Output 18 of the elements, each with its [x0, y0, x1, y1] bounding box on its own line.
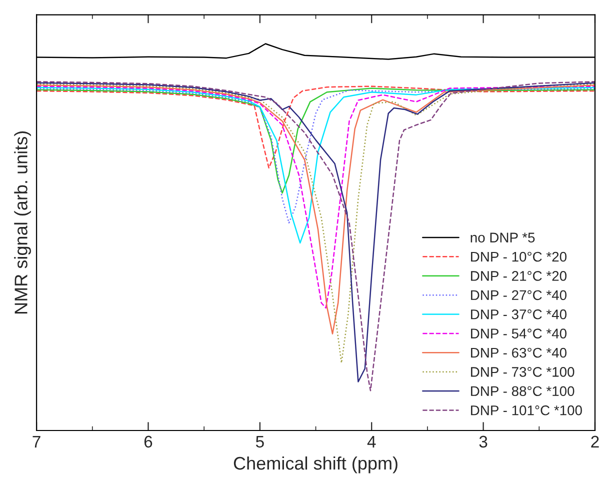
legend-label: DNP - 54°C *40 [471, 328, 567, 338]
legend-label: DNP - 27°C *40 [471, 290, 567, 300]
y-axis-title: NMR signal (arb. units) [14, 131, 31, 314]
legend-label: DNP - 63°C *40 [471, 348, 567, 358]
x-tick-label: 4 [367, 436, 376, 448]
legend-label: DNP - 73°C *100 [471, 367, 574, 377]
legend-label: DNP - 88°C *100 [471, 386, 574, 396]
x-tick-label: 7 [32, 436, 40, 448]
x-tick-label: 2 [591, 436, 599, 448]
legend-label: DNP - 10°C *20 [471, 252, 567, 262]
x-tick-label: 6 [144, 436, 152, 448]
legend-label: DNP - 101°C *100 [471, 405, 582, 416]
x-tick-label: 5 [256, 436, 264, 448]
x-axis-title: Chemical shift (ppm) [234, 456, 398, 474]
x-tick-label: 3 [479, 436, 488, 448]
legend-label: DNP - 37°C *40 [471, 309, 567, 320]
legend-label: DNP - 21°C *20 [471, 271, 567, 281]
legend-label: no DNP *5 [470, 232, 535, 242]
